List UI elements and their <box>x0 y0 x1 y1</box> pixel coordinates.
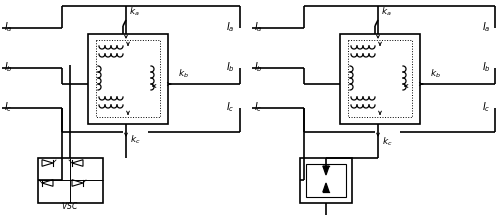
Text: $I_c$: $I_c$ <box>4 100 12 114</box>
Bar <box>348 40 412 117</box>
Text: $k_b$: $k_b$ <box>178 67 189 80</box>
Bar <box>300 158 352 203</box>
Bar <box>96 40 160 117</box>
Text: $I_c$: $I_c$ <box>226 100 235 114</box>
Text: $I_a$: $I_a$ <box>4 20 12 34</box>
Text: $I_c$: $I_c$ <box>254 100 262 114</box>
Text: $k_c$: $k_c$ <box>130 133 140 146</box>
Text: $k_a$: $k_a$ <box>129 5 140 17</box>
Text: $I_c$: $I_c$ <box>482 100 491 114</box>
Text: $VSC$: $VSC$ <box>61 200 79 211</box>
Text: $k_b$: $k_b$ <box>430 67 441 80</box>
Bar <box>306 164 346 197</box>
Text: $I_b$: $I_b$ <box>254 60 263 74</box>
Text: $k_a$: $k_a$ <box>381 5 392 17</box>
Polygon shape <box>323 166 329 175</box>
Text: $I_a$: $I_a$ <box>482 20 491 34</box>
Text: $I_b$: $I_b$ <box>4 60 13 74</box>
Text: $I_b$: $I_b$ <box>226 60 235 74</box>
Polygon shape <box>323 183 329 192</box>
Text: $I_b$: $I_b$ <box>482 60 491 74</box>
Bar <box>38 158 103 203</box>
Bar <box>88 34 168 124</box>
Text: $k_c$: $k_c$ <box>382 135 392 147</box>
Text: $I_a$: $I_a$ <box>254 20 262 34</box>
Bar <box>340 34 420 124</box>
Text: $I_a$: $I_a$ <box>226 20 235 34</box>
